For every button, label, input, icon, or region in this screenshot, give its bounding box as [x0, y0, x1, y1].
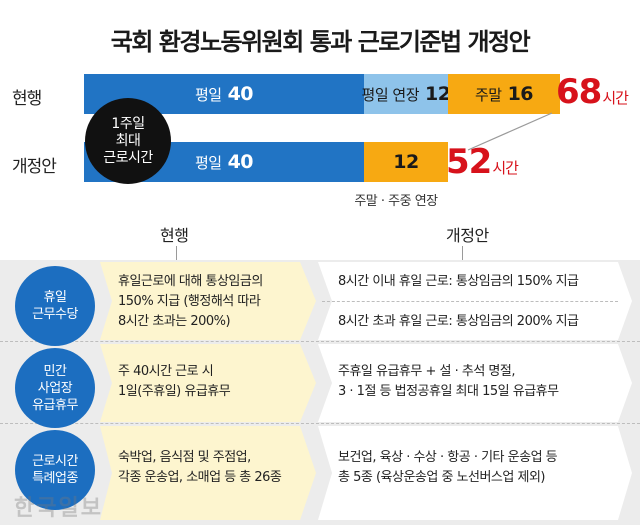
row-divider [0, 341, 640, 342]
column-header-revision: 개정안 [446, 226, 489, 245]
segment-value: 12 [393, 151, 419, 173]
column-leader-line [462, 246, 463, 260]
revision-rule-holiday-pay-2: 8시간 초과 휴일 근로: 통상임금의 200% 지급 [338, 314, 579, 329]
weekly-max-badge: 1주일 최대 근로시간 [85, 98, 171, 184]
revision-rule-paid-holiday: 주휴일 유급휴무 + 설 · 추석 명절, 3 · 1절 등 법정공휴일 최대 … [338, 364, 559, 399]
row-label-current: 현행 [12, 89, 42, 109]
category-badge-paid-holiday: 민간 사업장 유급휴무 [15, 348, 95, 428]
segment-value: 40 [227, 83, 254, 105]
current-rule-special-industries: 숙박업, 음식점 및 주점업, 각종 운송업, 소매업 등 총 26종 [118, 450, 282, 485]
segment-label: 주말 [474, 85, 502, 104]
category-label: 휴일 근무수당 [32, 290, 78, 322]
revision-arrow-shape [318, 426, 632, 520]
category-badge-special-industries: 근로시간 특례업종 [15, 430, 95, 510]
current-arrow-shape [100, 426, 316, 520]
inner-divider [322, 301, 618, 302]
category-label: 민간 사업장 유급휴무 [32, 363, 78, 413]
column-header-current: 현행 [160, 226, 189, 245]
weekend-extension-note: 주말 · 주중 연장 [354, 194, 438, 209]
segment-value: 40 [227, 151, 254, 173]
current-arrow-shape [100, 262, 316, 340]
weekly-max-label: 1주일 최대 근로시간 [103, 115, 153, 166]
revision-rule-holiday-pay-1: 8시간 이내 휴일 근로: 통상임금의 150% 지급 [338, 274, 579, 289]
column-leader-line [176, 246, 177, 260]
chart-title: 국회 환경노동위원회 통과 근로기준법 개정안 [110, 28, 531, 56]
bar-segment: 12 [364, 142, 448, 182]
bar-segment: 주말 16 [448, 74, 560, 114]
revision-rule-special-industries: 보건업, 육상 · 수상 · 항공 · 기타 운송업 등 총 5종 (육상운송업… [338, 450, 558, 485]
segment-label: 평일 [194, 153, 222, 172]
watermark-logo: 한국일보 [14, 496, 103, 521]
total-unit: 시간 [602, 89, 629, 107]
row-label-revision: 개정안 [12, 157, 57, 177]
current-rule-holiday-pay: 휴일근로에 대해 통상임금의 150% 지급 (행정해석 따라 8시간 초과는 … [118, 274, 263, 329]
total-current: 68시간 [556, 72, 629, 112]
total-value: 68 [556, 72, 602, 112]
row-divider [0, 423, 640, 424]
segment-value: 12 [425, 83, 451, 105]
bar-segment: 평일 40 [84, 74, 364, 114]
total-unit: 시간 [492, 159, 519, 177]
category-badge-holiday-pay: 휴일 근무수당 [15, 266, 95, 346]
bar-segment: 평일 연장 12 [361, 74, 451, 114]
current-arrow-shape [100, 344, 316, 422]
category-label: 근로시간 특례업종 [32, 454, 78, 486]
current-rule-paid-holiday: 주 40시간 근로 시 1일(주휴일) 유급휴무 [118, 364, 231, 399]
revision-arrow-shape [318, 344, 632, 422]
segment-value: 16 [507, 83, 534, 105]
segment-label: 평일 연장 [361, 85, 420, 104]
segment-label: 평일 [194, 85, 222, 104]
